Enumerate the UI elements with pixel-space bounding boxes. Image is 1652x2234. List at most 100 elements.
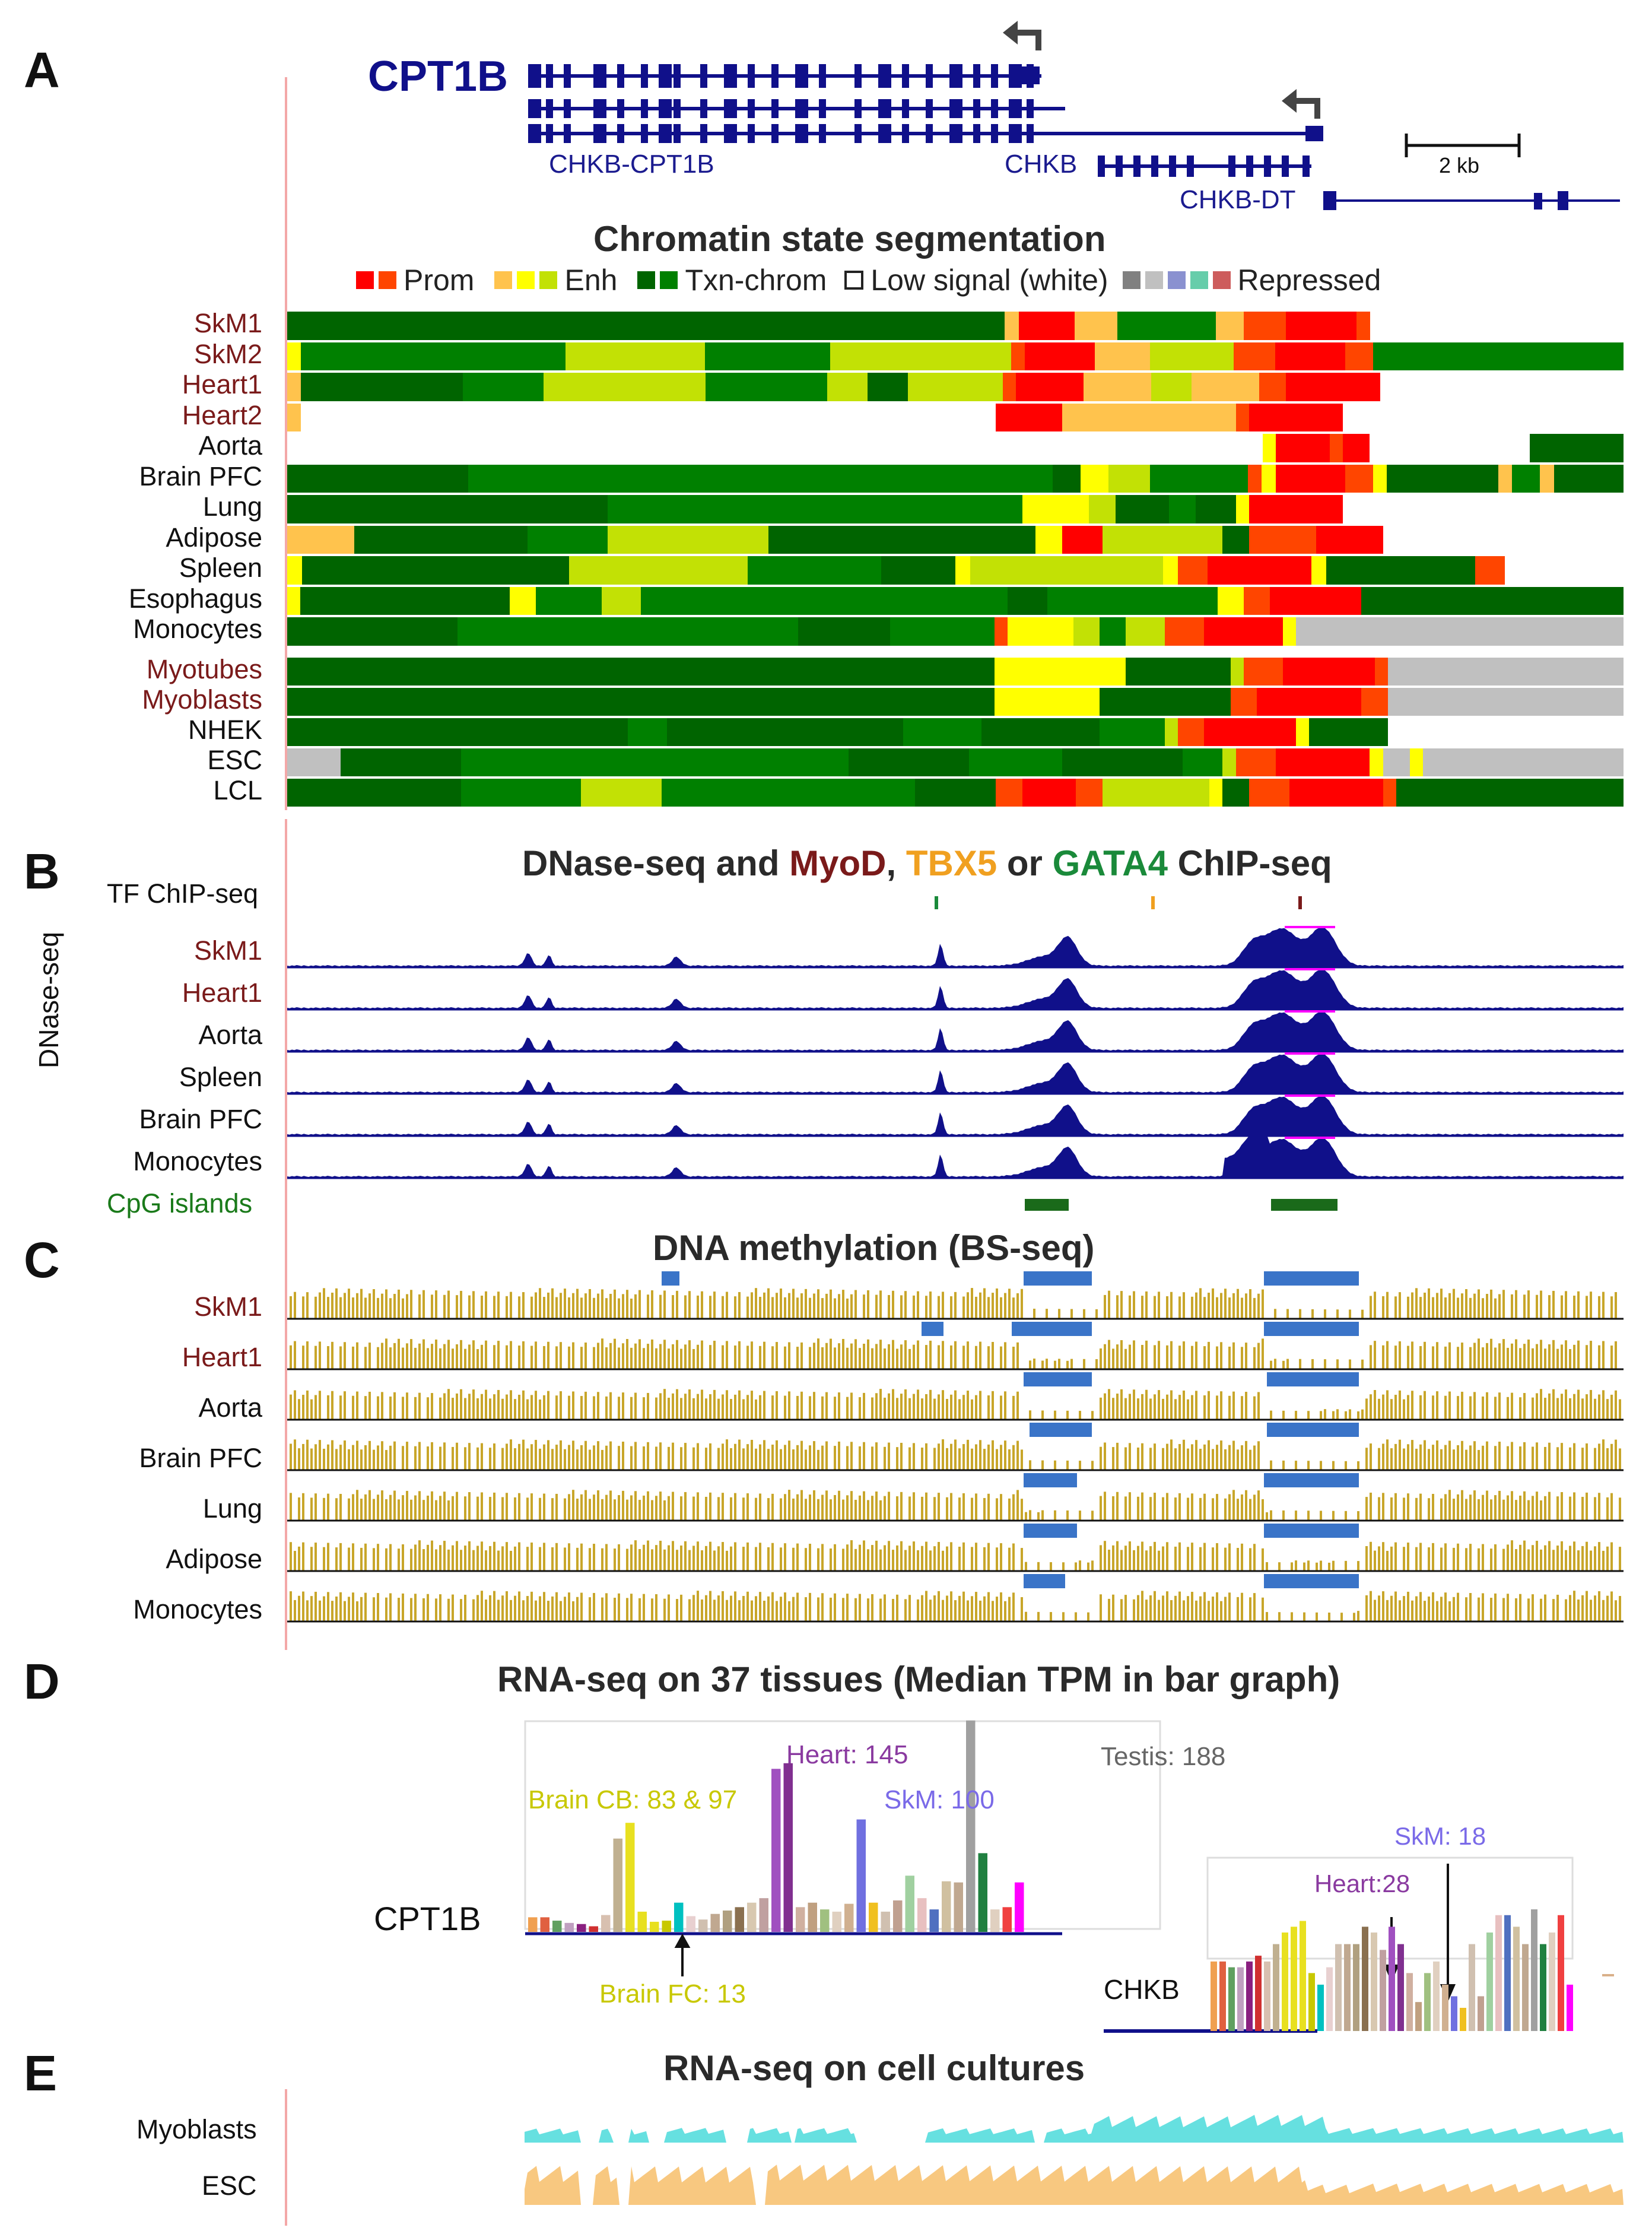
cpg-methylation-bar (1278, 1562, 1281, 1571)
cpg-methylation-bar (830, 1597, 832, 1621)
cpg-methylation-bar (601, 1597, 603, 1621)
cpg-methylation-bar (1336, 1309, 1339, 1319)
cpg-methylation-bar (900, 1344, 903, 1369)
cpg-methylation-bar (306, 1390, 309, 1420)
cpg-methylation-bar (601, 1338, 603, 1369)
cpg-methylation-bar (1540, 1598, 1542, 1621)
cpg-methylation-bar (1619, 1448, 1621, 1470)
exon (819, 64, 826, 88)
state-segment (302, 556, 570, 585)
cpg-methylation-bar (776, 1391, 778, 1420)
cpg-methylation-bar (983, 1596, 986, 1621)
cpg-methylation-bar (958, 1547, 961, 1571)
chkb-tissue-bar (1353, 1944, 1359, 2031)
cpt1b-tissue-bar (625, 1823, 635, 1932)
cpg-methylation-bar (1141, 1345, 1143, 1369)
cpg-methylation-bar (1050, 1562, 1052, 1571)
state-segment (468, 464, 1053, 493)
dnase-track-label: Heart1 (182, 978, 262, 1008)
cpg-methylation-bar (427, 1348, 429, 1369)
cpg-methylation-bar (987, 1493, 990, 1521)
cpg-methylation-bar (759, 1444, 761, 1470)
cpg-methylation-bar (1602, 1439, 1605, 1470)
cpg-methylation-bar (597, 1441, 599, 1470)
exon (973, 99, 980, 118)
cpg-methylation-bar (1232, 1342, 1235, 1369)
cpg-methylation-bar (1382, 1296, 1384, 1319)
exon (902, 99, 909, 118)
cpg-methylation-bar (1415, 1497, 1418, 1521)
state-segment (1286, 373, 1381, 401)
cpg-methylation-bar (817, 1499, 819, 1521)
cpg-methylation-bar (1307, 1560, 1310, 1571)
state-segment (1282, 617, 1297, 646)
cpg-methylation-bar (800, 1293, 803, 1319)
cpg-methylation-bar (933, 1546, 936, 1571)
cpg-methylation-bar (830, 1289, 832, 1319)
state-segment (768, 525, 1036, 554)
cpg-methylation-bar (900, 1442, 903, 1470)
cpg-methylation-bar (1145, 1550, 1148, 1571)
cpg-methylation-bar (1224, 1498, 1227, 1521)
cpg-methylation-bar (514, 1497, 516, 1521)
cpg-methylation-bar (854, 1290, 857, 1319)
cpg-methylation-bar (1565, 1389, 1567, 1420)
cpg-methylation-bar (1220, 1601, 1222, 1621)
cpg-methylation-bar (1199, 1288, 1202, 1319)
cpg-methylation-bar (1070, 1359, 1073, 1369)
cpg-methylation-bar (564, 1449, 566, 1470)
cpg-islands-label: CpG islands (107, 1188, 253, 1218)
cpg-methylation-bar (601, 1548, 603, 1571)
cpg-methylation-bar (568, 1346, 570, 1369)
cpg-methylation-bar (510, 1600, 512, 1621)
cpg-methylation-bar (564, 1289, 566, 1319)
cpg-methylation-bar (572, 1293, 574, 1319)
cpt1b-tissue-bar (917, 1898, 927, 1932)
state-segment (1215, 312, 1244, 340)
cpg-methylation-bar (1457, 1297, 1459, 1319)
cpg-methylation-bar (854, 1339, 857, 1369)
exon (673, 99, 681, 118)
cpg-methylation-bar (1183, 1439, 1185, 1470)
cpg-methylation-bar (655, 1397, 657, 1420)
cpg-methylation-bar (655, 1446, 657, 1470)
cpg-methylation-bar (668, 1348, 670, 1369)
cpg-methylation-bar (946, 1595, 948, 1621)
cpg-methylation-bar (576, 1449, 579, 1470)
chromatin-track (287, 464, 1624, 493)
cpg-methylation-bar (676, 1550, 678, 1571)
cpg-methylation-bar (310, 1497, 313, 1521)
cpg-methylation-bar (1091, 1511, 1094, 1521)
cpg-methylation-bar (1590, 1389, 1592, 1420)
cpg-methylation-bar (863, 1540, 865, 1571)
state-segment (1256, 688, 1362, 716)
cpt1b-tissue-bar (735, 1907, 744, 1932)
cpg-methylation-bar (771, 1297, 774, 1319)
cpg-methylation-bar (1519, 1397, 1521, 1420)
state-segment (1102, 779, 1209, 807)
state-segment (1326, 556, 1475, 585)
cpg-methylation-bar (1012, 1297, 1015, 1319)
cpg-methylation-bar (763, 1391, 765, 1420)
cpg-methylation-bar (655, 1348, 657, 1369)
cpg-methylation-bar (1536, 1344, 1538, 1369)
cpg-methylation-bar (547, 1391, 549, 1420)
cpg-methylation-bar (339, 1592, 342, 1621)
cpg-methylation-bar (377, 1297, 379, 1319)
cpg-methylation-bar (377, 1347, 379, 1369)
state-segment (915, 779, 996, 807)
methylation-track-label: SkM1 (193, 1291, 262, 1322)
cpg-methylation-bar (439, 1496, 441, 1521)
cpg-methylation-bar (327, 1592, 329, 1621)
chkb-tissue-bar (1495, 1915, 1502, 2031)
scale-bar (1405, 134, 1521, 157)
cpg-methylation-bar (1021, 1289, 1023, 1319)
cpg-methylation-bar (1411, 1292, 1413, 1319)
cpt1b-tissue-bar (990, 1909, 1000, 1932)
cpg-methylation-bar (979, 1600, 981, 1621)
cpg-methylation-bar (767, 1498, 770, 1521)
cpg-methylation-bar (1490, 1289, 1492, 1319)
cpg-methylation-bar (489, 1546, 491, 1571)
cpg-methylation-bar (522, 1390, 525, 1420)
cpg-methylation-bar (364, 1494, 367, 1521)
